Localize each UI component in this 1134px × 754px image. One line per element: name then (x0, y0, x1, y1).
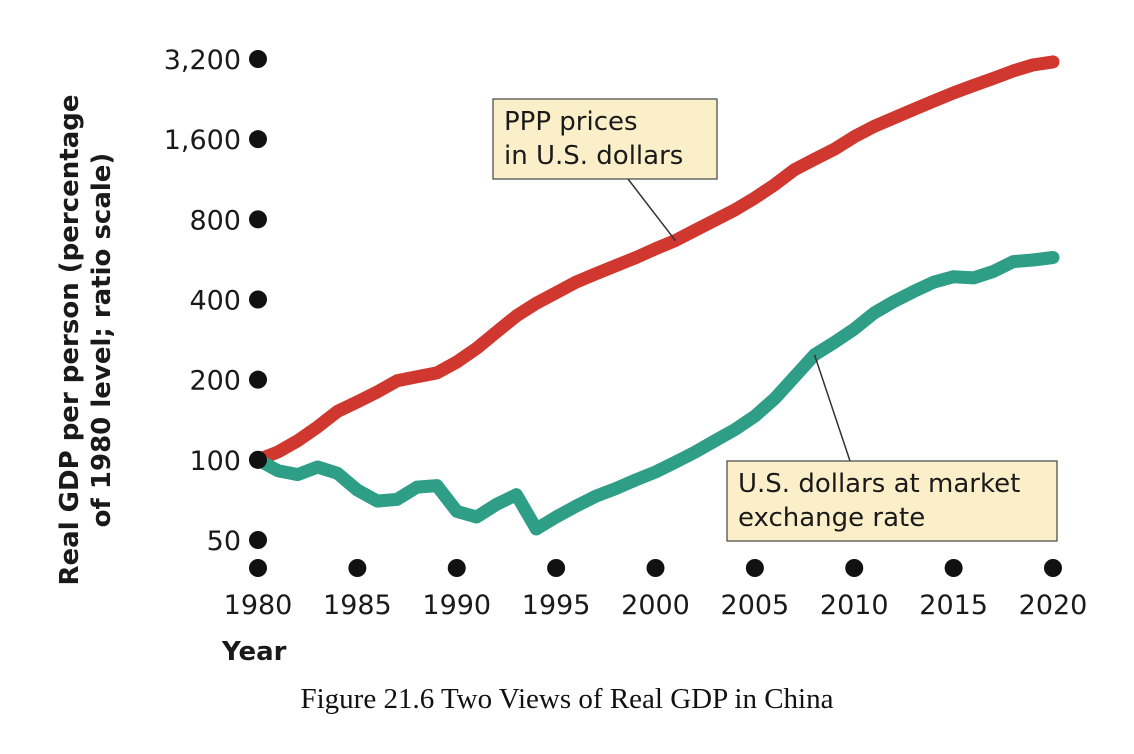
x-tick-label: 1990 (422, 590, 491, 621)
x-tick-marker (249, 559, 267, 577)
x-tick-label: 2005 (721, 590, 790, 621)
x-tick-label: 1985 (323, 590, 392, 621)
x-tick-marker (845, 559, 864, 577)
y-tick-label: 400 (189, 286, 241, 317)
x-axis-title: Year (221, 637, 287, 667)
y-axis: 50 100 200 400 800 1,600 3,200 (164, 45, 267, 557)
y-tick-label: 100 (189, 446, 241, 477)
y-tick-marker (249, 370, 267, 389)
x-tick-marker (944, 559, 963, 577)
series-line-1 (251, 55, 1060, 467)
x-tick-label: 1995 (522, 590, 591, 621)
x-tick-marker (348, 559, 367, 577)
x-tick-marker (547, 559, 566, 577)
x-tick-label: 2020 (1019, 590, 1088, 621)
x-tick-marker (1044, 559, 1062, 577)
y-axis-title-line: of 1980 level; ratio scale) (87, 153, 117, 528)
series-line-2 (251, 251, 1060, 536)
figure-caption: Figure 21.6 Two Views of Real GDP in Chi… (300, 683, 834, 715)
x-tick-label: 1980 (224, 590, 293, 621)
series-layer (249, 55, 1060, 536)
annotation-text: in U.S. dollars (504, 141, 683, 171)
annotations: PPP prices in U.S. dollars U.S. dollars at… (492, 98, 1058, 542)
x-axis: 1980 1985 1990 1995 2000 2005 2010 2015 2020 (224, 559, 1088, 621)
y-tick-marker (249, 531, 267, 549)
annotation-leader-line (627, 178, 676, 241)
origin-marker (249, 450, 267, 469)
y-tick-marker (249, 210, 267, 229)
y-tick-marker (249, 50, 267, 68)
x-tick-label: 2015 (919, 590, 988, 621)
chart: Real GDP per person (percentage of 1980 l… (55, 45, 1088, 667)
y-tick-marker (249, 290, 267, 309)
x-tick-label: 2000 (621, 590, 690, 621)
y-tick-label: 1,600 (164, 125, 241, 156)
x-tick-marker (745, 559, 764, 577)
y-tick-marker (249, 130, 267, 149)
x-tick-marker (646, 559, 665, 577)
annotation-box (492, 98, 718, 180)
y-tick-label: 800 (189, 205, 241, 236)
annotation-text: exchange rate (738, 503, 925, 533)
annotation-text: PPP prices (504, 107, 638, 137)
x-tick-label: 2010 (820, 590, 889, 621)
x-tick-marker (447, 559, 466, 577)
annotation-text: U.S. dollars at market (738, 469, 1020, 499)
y-tick-label: 50 (207, 526, 241, 557)
annotation-box (726, 460, 1058, 542)
y-axis-title-line: Real GDP per person (percentage (55, 94, 85, 585)
annotation-leader-line (813, 354, 851, 462)
y-tick-label: 200 (189, 366, 241, 397)
y-axis-title: Real GDP per person (percentage of 1980 l… (55, 94, 117, 585)
y-tick-label: 3,200 (164, 45, 241, 76)
